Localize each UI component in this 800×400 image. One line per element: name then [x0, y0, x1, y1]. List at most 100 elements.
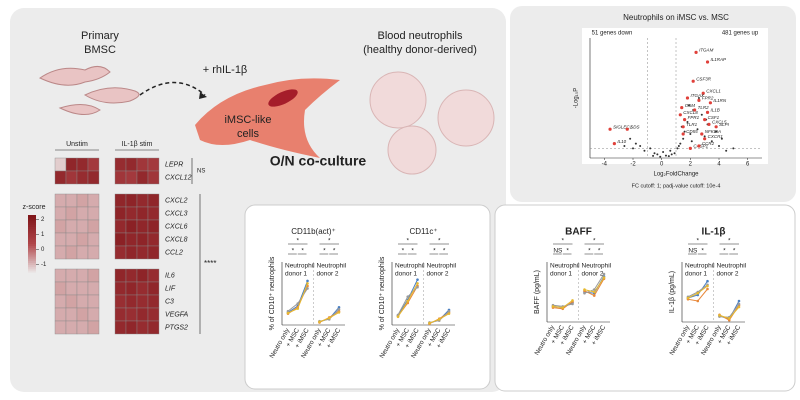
heat-cell	[54, 294, 67, 309]
heat-cell	[125, 170, 138, 185]
sig-label: *	[301, 248, 304, 255]
heat-cell	[136, 232, 149, 247]
heat-cell	[76, 307, 89, 322]
gene-label: SLPI	[719, 122, 730, 127]
gene-label: CASP1	[693, 144, 708, 149]
scale-step	[28, 243, 36, 246]
heat-cell	[87, 320, 100, 335]
marker	[416, 285, 419, 289]
heat-cell	[114, 281, 127, 296]
heat-cell	[87, 157, 100, 172]
donor-label: donor 2	[717, 271, 739, 278]
point	[629, 137, 632, 140]
heat-cell	[114, 170, 127, 185]
heat-cell	[136, 268, 149, 283]
heat-cell	[136, 245, 149, 260]
nucleus	[268, 89, 298, 107]
heat-cell	[76, 320, 89, 335]
heat-cell	[76, 268, 89, 283]
marker	[337, 311, 341, 314]
marker	[706, 279, 709, 283]
sig-label: *	[438, 238, 441, 245]
marker	[306, 287, 309, 290]
x-tick-label: 2	[689, 162, 693, 168]
highlight-point	[714, 125, 718, 129]
heat-cell	[87, 294, 100, 309]
point	[676, 147, 679, 150]
marker	[306, 279, 309, 283]
marker	[727, 318, 731, 322]
highlight-point	[694, 50, 698, 55]
gene-label: ITGAM	[699, 48, 714, 53]
marker	[561, 306, 565, 309]
scale-step	[28, 256, 36, 260]
gene-label: SIGLEC1	[613, 124, 633, 129]
marker	[396, 315, 400, 319]
donor-label: Neutrophil	[550, 263, 580, 270]
gene-label: CD55	[686, 129, 698, 134]
point	[687, 104, 690, 107]
point	[659, 155, 662, 158]
highlight-point	[693, 108, 697, 112]
highlight-point	[680, 106, 684, 110]
donor-label: Neutrophil	[582, 263, 612, 270]
marker	[296, 307, 300, 310]
marker	[737, 305, 741, 309]
gene-label: CXCL12	[165, 174, 192, 181]
gene-label: CCR2	[702, 141, 715, 146]
scale-step	[28, 239, 36, 243]
marker	[318, 320, 321, 324]
scale-tick-label: 0	[41, 247, 45, 253]
sig-label: NS	[197, 169, 205, 175]
point	[690, 140, 693, 143]
scale-step	[28, 230, 36, 233]
gene-label: CXCL8	[165, 236, 188, 243]
scale-step	[28, 224, 36, 227]
heat-cell	[125, 294, 138, 309]
point	[669, 149, 672, 152]
scale-tick-label: -1	[41, 262, 47, 268]
heat-cell	[65, 157, 78, 172]
sig-label: NS	[688, 248, 698, 255]
gene-label: ITGAX	[690, 93, 705, 98]
heat-cell	[114, 232, 127, 247]
highlight-point	[681, 132, 685, 136]
scale-step	[28, 215, 36, 218]
marker	[718, 314, 721, 317]
arrow-head	[199, 92, 207, 99]
heat-cell	[114, 320, 127, 335]
group-label: IL-1β stim	[122, 141, 153, 148]
point	[639, 145, 642, 147]
x-axis-label: Log₂FoldChange	[653, 172, 699, 178]
label: cells	[237, 128, 260, 140]
sig-label: ****	[204, 259, 216, 268]
group-label: Unstim	[66, 141, 88, 148]
marker	[416, 278, 419, 281]
label: Primary	[81, 30, 119, 42]
heat-cell	[125, 320, 138, 335]
gene-label: LIF	[165, 285, 176, 292]
gene-label: FPR2	[702, 96, 714, 101]
marker	[447, 312, 451, 315]
heat-cell	[54, 157, 67, 172]
heat-cell	[147, 170, 160, 185]
gene-label: TLR1	[686, 122, 698, 127]
heat-cell	[54, 170, 67, 185]
highlight-point	[688, 146, 692, 150]
annotation: 481 genes up	[722, 31, 759, 37]
plot-title: BAFF	[565, 227, 592, 238]
marker	[337, 306, 341, 309]
sig-label: *	[433, 248, 436, 255]
point	[732, 147, 735, 150]
point	[667, 155, 670, 158]
gene-label: CXCL3	[165, 210, 188, 217]
highlight-point	[678, 113, 682, 117]
gene-label: CSF3R	[696, 76, 712, 81]
heat-cell	[76, 281, 89, 296]
heat-cell	[87, 307, 100, 322]
scale-step	[28, 234, 36, 237]
sig-label: *	[566, 248, 569, 255]
scale-label: z-score	[23, 204, 46, 211]
highlight-point	[707, 122, 711, 126]
